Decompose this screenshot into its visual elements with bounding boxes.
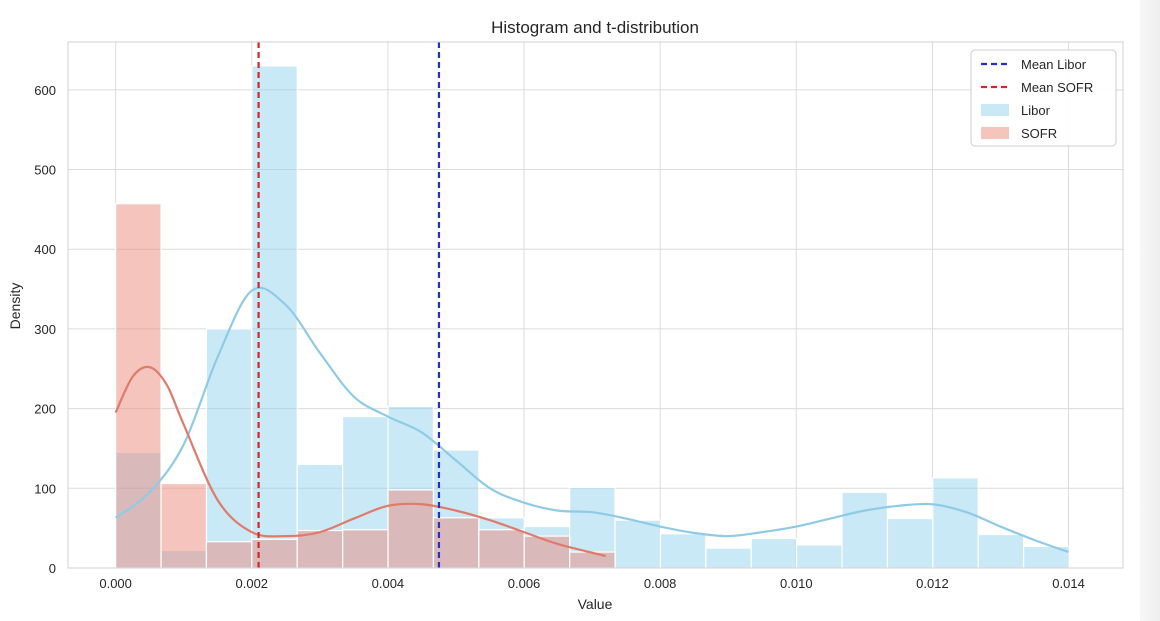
legend-sofr-label: SOFR (1021, 126, 1057, 141)
x-axis-ticks: 0.000 0.002 0.004 0.006 0.008 0.010 0.012 0.014 (99, 576, 1084, 591)
sofr-bars (115, 203, 616, 569)
sofr-bar (432, 517, 480, 569)
x-tick-label: 0.000 (99, 576, 132, 591)
sofr-bar (569, 551, 616, 569)
y-tick-label: 600 (34, 83, 56, 98)
sofr-bar (205, 541, 253, 569)
x-tick-label: 0.004 (372, 576, 405, 591)
legend-libor-swatch (981, 104, 1009, 116)
y-axis-ticks: 0 100 200 300 400 500 600 (34, 83, 56, 576)
x-tick-label: 0.010 (780, 576, 813, 591)
libor-bar (841, 491, 889, 569)
y-tick-label: 500 (34, 163, 56, 178)
kde-curves (114, 286, 1069, 558)
legend-mean-libor-label: Mean Libor (1021, 57, 1087, 72)
libor-bar (886, 517, 934, 569)
x-tick-label: 0.008 (644, 576, 677, 591)
legend-mean-sofr-label: Mean SOFR (1021, 80, 1093, 95)
legend-box (970, 49, 1117, 147)
libor-bar (659, 533, 707, 569)
x-tick-label: 0.006 (508, 576, 541, 591)
legend-sofr-swatch (981, 127, 1009, 139)
sofr-bar (115, 203, 162, 569)
mean-lines (257, 42, 441, 568)
window-edge (1140, 0, 1160, 621)
libor-kde-line (114, 286, 1069, 554)
y-tick-label: 200 (34, 402, 56, 417)
y-tick-label: 0 (49, 561, 56, 576)
x-tick-label: 0.014 (1052, 576, 1085, 591)
plot-frame (67, 41, 1124, 569)
libor-bar (705, 547, 752, 569)
sofr-bar (342, 529, 389, 569)
libor-bar (932, 477, 979, 569)
x-tick-label: 0.012 (916, 576, 949, 591)
sofr-bar (478, 529, 525, 569)
y-tick-label: 100 (34, 481, 56, 496)
chart-title: Histogram and t-distribution (491, 18, 699, 37)
y-tick-label: 300 (34, 322, 56, 337)
y-axis-label: Density (7, 283, 23, 330)
libor-bar (977, 533, 1025, 569)
sofr-bar (296, 529, 344, 569)
y-tick-label: 400 (34, 242, 56, 257)
libor-bar (796, 544, 843, 569)
sofr-bar (387, 489, 435, 569)
sofr-kde-line (114, 365, 606, 558)
x-axis-label: Value (578, 596, 613, 612)
x-tick-label: 0.002 (236, 576, 269, 591)
legend-libor-label: Libor (1021, 103, 1051, 118)
sofr-bar (160, 482, 208, 569)
libor-bar (614, 519, 662, 569)
libor-bar (750, 537, 798, 569)
legend: Mean Libor Mean SOFR Libor SOFR (970, 49, 1117, 147)
